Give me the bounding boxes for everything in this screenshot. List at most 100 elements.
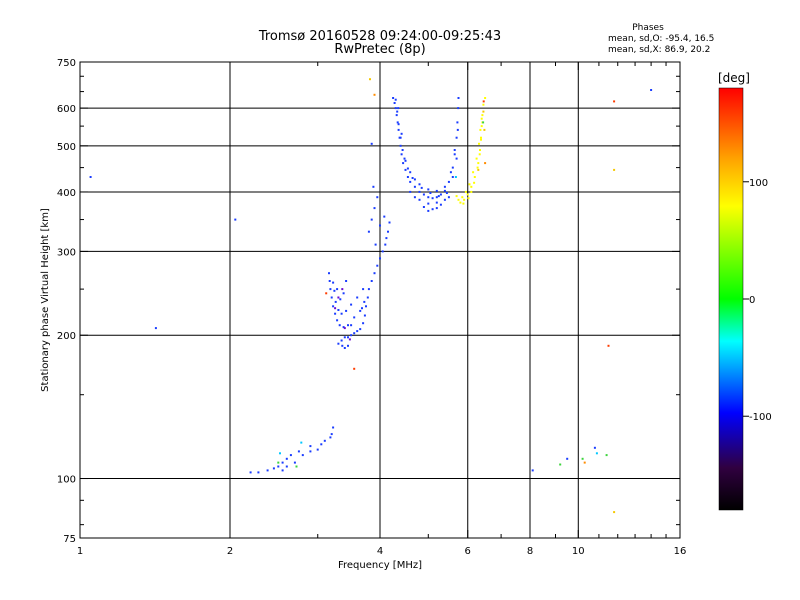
data-point — [439, 193, 442, 196]
data-point — [413, 196, 416, 199]
data-point — [320, 443, 323, 446]
data-point — [447, 180, 450, 183]
data-point — [370, 142, 373, 145]
data-point — [365, 305, 367, 308]
data-point — [341, 344, 344, 347]
data-point — [605, 454, 608, 457]
data-point — [482, 103, 485, 106]
data-point — [418, 183, 421, 186]
data-point — [420, 186, 423, 189]
data-point — [289, 454, 292, 457]
data-point — [481, 114, 484, 117]
data-point — [483, 128, 486, 131]
data-point — [456, 128, 459, 131]
data-point — [479, 149, 481, 151]
data-point — [367, 230, 370, 233]
data-point — [566, 457, 569, 460]
data-point — [376, 196, 379, 199]
data-point — [478, 142, 480, 145]
data-point — [293, 461, 296, 464]
data-point — [285, 465, 288, 468]
data-point — [411, 177, 414, 179]
data-point — [443, 185, 446, 188]
data-point — [613, 100, 616, 103]
data-point — [437, 195, 440, 198]
x-tick-label: 16 — [674, 546, 687, 557]
data-point — [453, 149, 456, 151]
data-point — [336, 288, 339, 291]
data-point — [350, 303, 353, 306]
data-point — [370, 280, 373, 282]
data-point — [468, 183, 471, 186]
data-point — [397, 107, 400, 110]
data-point — [457, 198, 460, 201]
data-point — [374, 243, 377, 246]
data-point — [388, 221, 391, 224]
data-point — [279, 452, 281, 455]
phases-title: Phases — [632, 23, 664, 33]
data-point — [384, 243, 387, 246]
data-point — [470, 185, 473, 188]
x-tick-label: 6 — [465, 546, 471, 557]
x-tick-label: 2 — [227, 546, 233, 557]
data-point — [323, 439, 326, 442]
data-point — [332, 426, 335, 429]
data-point — [418, 190, 421, 193]
data-point — [340, 339, 343, 342]
colorbar-tick-label: 0 — [749, 295, 755, 306]
data-point — [463, 198, 466, 201]
data-point — [394, 98, 397, 101]
x-axis-ticks: 1 2 4 6 8 10 16 — [77, 62, 687, 557]
data-point — [154, 327, 157, 330]
phases-x-stats: mean, sd,X: 86.9, 20.2 — [608, 45, 710, 55]
data-point — [329, 288, 332, 291]
data-point — [435, 196, 438, 199]
y-tick-label: 75 — [63, 534, 76, 545]
data-point — [480, 117, 483, 120]
data-point — [462, 202, 465, 205]
data-point — [309, 450, 312, 453]
data-point — [367, 288, 370, 291]
data-point — [427, 209, 430, 212]
data-point — [431, 197, 434, 200]
data-point — [385, 237, 388, 240]
data-point — [473, 176, 476, 178]
data-point — [348, 338, 351, 341]
data-point — [392, 97, 395, 99]
data-point — [350, 324, 353, 327]
colorbar-tick-label: 100 — [749, 178, 768, 189]
data-point — [285, 457, 288, 460]
data-point — [455, 195, 458, 198]
x-tick-label: 8 — [527, 546, 533, 557]
data-point — [477, 168, 480, 171]
y-tick-label: 300 — [57, 247, 76, 258]
data-point — [281, 461, 284, 464]
y-tick-label: 750 — [57, 58, 76, 69]
data-point — [455, 136, 458, 139]
data-point — [418, 198, 421, 201]
data-point — [373, 272, 376, 275]
data-point — [89, 176, 92, 178]
data-point — [593, 446, 596, 449]
data-point — [316, 448, 319, 451]
data-point — [383, 215, 386, 218]
data-point — [484, 97, 487, 99]
data-point — [457, 97, 460, 99]
y-axis-ticks: 75 100 200 300 400 500 600 750 — [57, 58, 680, 545]
data-point — [399, 136, 402, 139]
data-point — [343, 336, 346, 339]
y-tick-label: 400 — [57, 188, 76, 199]
data-point — [472, 171, 475, 174]
data-point — [480, 138, 482, 141]
data-point — [443, 198, 446, 201]
data-point — [480, 136, 482, 139]
data-point — [281, 469, 284, 472]
data-point — [413, 178, 416, 181]
data-point — [338, 324, 341, 327]
x-tick-label: 4 — [377, 546, 383, 557]
data-point — [477, 162, 480, 165]
data-point — [353, 367, 356, 370]
data-point — [404, 159, 407, 162]
data-point — [379, 257, 381, 260]
